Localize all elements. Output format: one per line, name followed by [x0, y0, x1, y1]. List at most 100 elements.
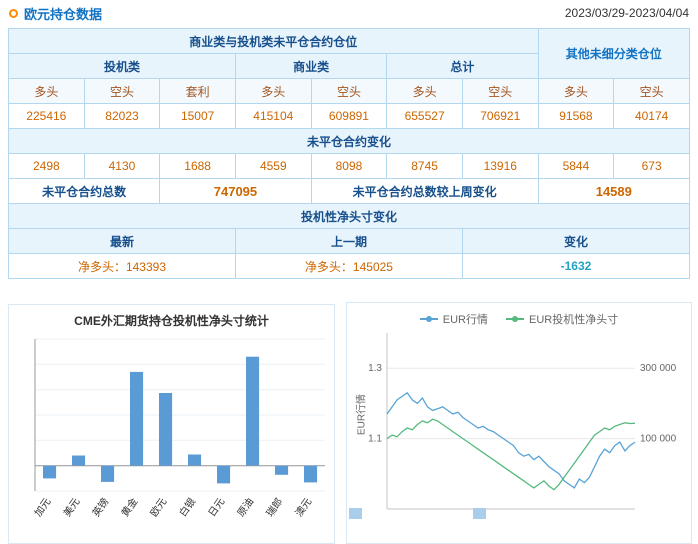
col-label: 多头 — [234, 78, 312, 104]
bar-category-label: 日元 — [206, 496, 226, 519]
total-oi-change-label: 未平仓合约总数较上周变化 — [310, 178, 539, 204]
page-header: 欧元持仓数据 2023/03/29-2023/04/04 — [0, 0, 698, 26]
clipped-x-axis-label — [349, 508, 362, 519]
bar-category-label: 黄金 — [118, 495, 140, 519]
bar-category-label: 加元 — [32, 496, 53, 519]
oi-change-value: 1688 — [159, 153, 236, 179]
open-interest-value: 15007 — [159, 103, 236, 129]
clipped-x-axis-label — [473, 508, 486, 519]
net-position-bar-chart: 加元 美元 英镑 黄金 欧元 白银 日元 原油 瑞郎 澳元 — [32, 338, 325, 519]
section-net-change: 投机性净头寸变化 — [8, 203, 690, 229]
open-interest-value: 40174 — [613, 103, 690, 129]
section-oi-change: 未平仓合约变化 — [8, 128, 690, 154]
bar-category-label: 澳元 — [292, 495, 314, 519]
col-label: 多头 — [537, 78, 615, 104]
legend-dot-icon — [425, 315, 432, 322]
bar-chart-panel: CME外汇期货持仓投机性净头寸统计 加元 美元 英镑 黄金 欧元 白银 日元 原油 瑞郎 澳元 — [8, 304, 335, 544]
oi-change-value: 8745 — [386, 153, 463, 179]
group-header-other: 其他未细分类仓位 — [537, 28, 691, 79]
open-interest-value: 655527 — [386, 103, 463, 129]
net-header-change: 变化 — [461, 228, 691, 254]
col-label: 多头 — [386, 78, 463, 104]
oi-change-value: 13916 — [461, 153, 539, 179]
legend-line-marker-icon — [419, 315, 438, 322]
table-row: 未平仓合约总数 747095 未平仓合约总数较上周变化 14589 — [7, 178, 691, 204]
oi-change-value: 4130 — [83, 153, 161, 179]
oi-change-value: 4559 — [234, 153, 312, 179]
eur-price-netposition-line-chart: 1.3 1.1 300 000 100 000 — [368, 333, 677, 510]
table-row: 投机类 商业类 总计 — [8, 53, 690, 79]
table-row: 多头 空头 套利 多头 空头 多头 空头 多头 空头 — [8, 78, 690, 104]
net-previous-value: 净多头：145025 — [234, 253, 463, 279]
col-label: 空头 — [461, 78, 539, 104]
bar-欧元 — [158, 393, 172, 466]
category-speculative: 投机类 — [8, 53, 236, 79]
col-label: 套利 — [159, 78, 236, 104]
open-interest-value: 706921 — [461, 103, 539, 129]
net-header-latest: 最新 — [8, 228, 236, 254]
oi-change-value: 5844 — [537, 153, 615, 179]
positions-table: 商业类与投机类未平仓合约仓位 其他未细分类仓位 投机类 商业类 总计 多头 空头… — [7, 28, 691, 279]
bar-category-label: 美元 — [60, 495, 82, 519]
open-interest-value: 91568 — [537, 103, 615, 129]
total-oi-label: 未平仓合约总数 — [7, 178, 161, 204]
bar-英镑 — [100, 465, 114, 482]
net-latest-value: 净多头：143393 — [8, 253, 236, 279]
series-EUR行情 — [386, 391, 636, 489]
legend-label: EUR投机性净头寸 — [529, 313, 619, 326]
section-bullet-icon — [9, 8, 18, 18]
line-chart-panel: EUR行情 EUR投机性净头寸 EUR行情 1.3 1.1 300 000 100 00… — [346, 302, 692, 544]
col-label: 空头 — [83, 78, 161, 104]
bar-category-label: 瑞郎 — [263, 495, 285, 519]
right-axis-tick: 100 000 — [640, 434, 677, 445]
table-row: 投机性净头寸变化 — [8, 203, 690, 229]
table-row: 净多头：143393 净多头：145025 -1632 — [8, 253, 691, 279]
bar-黄金 — [129, 371, 143, 466]
table-row: 最新 上一期 变化 — [8, 228, 691, 254]
open-interest-value: 609891 — [310, 103, 388, 129]
category-commercial: 商业类 — [234, 53, 388, 79]
chart-legend: EUR行情 EUR投机性净头寸 — [347, 303, 691, 327]
bar-澳元 — [303, 465, 317, 483]
left-axis-tick: 1.1 — [368, 434, 382, 445]
left-axis-tick: 1.3 — [368, 363, 382, 374]
legend-item[interactable]: EUR投机性净头寸 — [506, 311, 618, 327]
total-oi-change-value: 14589 — [537, 178, 691, 204]
bar-日元 — [216, 465, 230, 484]
date-range: 2023/03/29-2023/04/04 — [564, 6, 689, 20]
bar-美元 — [71, 455, 85, 466]
table-row: 未平仓合约变化 — [8, 128, 690, 154]
bar-原油 — [245, 356, 259, 466]
net-change-value: -1632 — [461, 253, 691, 279]
oi-change-value: 2498 — [8, 153, 85, 179]
oi-change-value: 8098 — [310, 153, 388, 179]
left-axis-title: EUR行情 — [356, 393, 368, 436]
bar-加元 — [42, 465, 56, 479]
group-header-main: 商业类与投机类未平仓合约仓位 — [8, 28, 539, 54]
page-title: 欧元持仓数据 — [24, 6, 103, 22]
col-label: 空头 — [310, 78, 388, 104]
bar-chart-title: CME外汇期货持仓投机性净头寸统计 — [74, 314, 269, 328]
bar-category-label: 白银 — [176, 495, 198, 519]
oi-change-value: 673 — [613, 153, 690, 179]
table-row: 225416 82023 15007 415104 609891 655527 … — [8, 103, 690, 129]
col-label: 空头 — [613, 78, 690, 104]
table-row: 商业类与投机类未平仓合约仓位 其他未细分类仓位 — [8, 28, 691, 79]
col-label: 多头 — [8, 78, 85, 104]
open-interest-value: 415104 — [234, 103, 312, 129]
open-interest-value: 225416 — [8, 103, 85, 129]
bar-category-label: 英镑 — [89, 495, 111, 519]
series-EUR投机性净头寸 — [386, 418, 636, 491]
legend-item[interactable]: EUR行情 — [419, 311, 488, 327]
legend-label: EUR行情 — [442, 313, 488, 326]
bar-category-label: 欧元 — [148, 496, 169, 519]
total-oi-value: 747095 — [159, 178, 312, 204]
table-row: 2498 4130 1688 4559 8098 8745 13916 5844… — [8, 153, 690, 179]
net-header-previous: 上一期 — [234, 228, 463, 254]
category-total: 总计 — [386, 53, 539, 79]
right-axis-tick: 300 000 — [640, 363, 677, 374]
legend-line-marker-icon — [506, 315, 524, 322]
bar-瑞郎 — [274, 465, 288, 475]
legend-dot-icon — [512, 315, 518, 322]
bar-白银 — [187, 454, 201, 466]
